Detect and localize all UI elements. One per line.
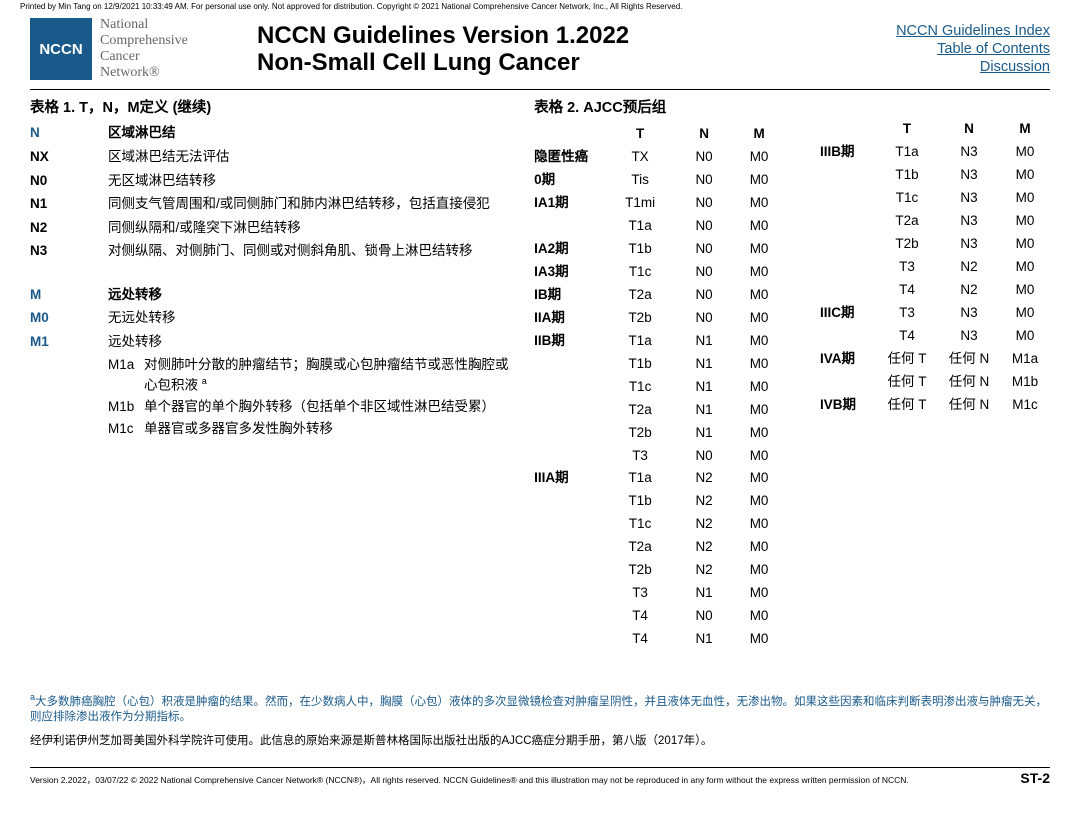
m1c-text: 单器官或多器官多发性胸外转移: [144, 419, 514, 439]
stage-row: IA3期T1cN0M0: [534, 261, 810, 284]
stage-row: T1cN3M0: [820, 187, 1050, 210]
m1a-code: M1a: [108, 355, 144, 395]
stage-row: T2bN1M0: [534, 422, 810, 445]
title-block: NCCN Guidelines Version 1.2022 Non-Small…: [245, 22, 896, 77]
logo-line3: Cancer: [100, 49, 188, 65]
header-links: NCCN Guidelines Index Table of Contents …: [896, 22, 1050, 76]
stage-row: T2aN1M0: [534, 399, 810, 422]
stage-row: T1aN0M0: [534, 215, 810, 238]
stage-row: T1cN1M0: [534, 376, 810, 399]
stage-row: T1bN3M0: [820, 164, 1050, 187]
stage-row: IIIC期T3N3M0: [820, 302, 1050, 325]
stage-row: T1bN2M0: [534, 490, 810, 513]
m-text-0: 无远处转移: [108, 308, 514, 328]
stage-row: IIIA期T1aN2M0: [534, 467, 810, 490]
top-disclaimer: Printed by Min Tang on 12/9/2021 10:33:4…: [0, 0, 1080, 13]
n-text-2: 同侧支气管周围和/或同侧肺门和肺内淋巴结转移，包括直接侵犯: [108, 194, 514, 214]
table2-right: T N M IIIB期T1aN3M0T1bN3M0T1cN3M0T2aN3M0T…: [810, 96, 1050, 651]
stage-row: 隐匿性癌TXN0M0: [534, 146, 810, 169]
bottom-bar: Version 2.2022，03/07/22 © 2022 National …: [0, 768, 1080, 792]
stage-row: T1bN1M0: [534, 353, 810, 376]
stage-row: IIA期T2bN0M0: [534, 307, 810, 330]
stage-row: T3N2M0: [820, 256, 1050, 279]
logo-text: National Comprehensive Cancer Network®: [100, 17, 188, 81]
n-text-0: 区域淋巴结无法评估: [108, 147, 514, 167]
content: 表格 1. T，N，M定义 (继续) N区域淋巴结 NX区域淋巴结无法评估 N0…: [0, 90, 1080, 651]
stage-row: T2aN2M0: [534, 536, 810, 559]
stage-row: 0期TisN0M0: [534, 169, 810, 192]
m1c-code: M1c: [108, 419, 144, 439]
stage-row: IVA期任何 T任何 NM1a: [820, 348, 1050, 371]
stage-row: T1cN2M0: [534, 513, 810, 536]
stage-row: IIIB期T1aN3M0: [820, 141, 1050, 164]
n-text-header: 区域淋巴结: [108, 123, 514, 143]
n-code-2: N1: [30, 194, 108, 214]
table2-mid: 表格 2. AJCC预后组 T N M 隐匿性癌TXN0M00期TisN0M0I…: [534, 96, 810, 651]
stage-row: T4N2M0: [820, 279, 1050, 302]
m1b-code: M1b: [108, 397, 144, 417]
stage-row: T4N0M0: [534, 605, 810, 628]
stage-row: 任何 T任何 NM1b: [820, 371, 1050, 394]
n-code-1: N0: [30, 171, 108, 191]
n-text-4: 对侧纵隔、对侧肺门、同侧或对侧斜角肌、锁骨上淋巴结转移: [108, 241, 514, 261]
title-line-1: NCCN Guidelines Version 1.2022: [257, 22, 896, 50]
m-code-0: M0: [30, 308, 108, 328]
logo-line2: Comprehensive: [100, 33, 188, 49]
m-code-header: M: [30, 285, 108, 305]
n-code-3: N2: [30, 218, 108, 238]
stage-row: T2aN3M0: [820, 210, 1050, 233]
m-code-1: M1: [30, 332, 108, 352]
stage-row: T3N1M0: [534, 582, 810, 605]
stage-row: IA1期T1miN0M0: [534, 192, 810, 215]
n-text-3: 同侧纵隔和/或隆突下淋巴结转移: [108, 218, 514, 238]
m1b-text: 单个器官的单个胸外转移（包括单个非区域性淋巴结受累）: [144, 397, 514, 417]
stage-row: T4N1M0: [534, 628, 810, 651]
stage-header-right: T N M: [820, 118, 1050, 141]
stage-row: T4N3M0: [820, 325, 1050, 348]
m1a-text: 对侧肺叶分散的肿瘤结节；胸膜或心包肿瘤结节或恶性胸腔或心包积液 a: [144, 355, 514, 395]
stage-header-mid: T N M: [534, 123, 810, 146]
link-discussion[interactable]: Discussion: [980, 59, 1050, 75]
n-code-0: NX: [30, 147, 108, 167]
logo-block: NCCN National Comprehensive Cancer Netwo…: [30, 17, 245, 81]
stage-row: IA2期T1bN0M0: [534, 238, 810, 261]
m-text-1: 远处转移: [108, 332, 514, 352]
table1-tnm-definitions: 表格 1. T，N，M定义 (继续) N区域淋巴结 NX区域淋巴结无法评估 N0…: [30, 96, 534, 651]
title-line-2: Non-Small Cell Lung Cancer: [257, 49, 896, 77]
stage-row: T2bN2M0: [534, 559, 810, 582]
n-code-4: N3: [30, 241, 108, 261]
logo-line4: Network®: [100, 65, 188, 81]
table2-title: 表格 2. AJCC预后组: [534, 96, 810, 117]
link-toc[interactable]: Table of Contents: [937, 41, 1050, 57]
m-text-header: 远处转移: [108, 285, 514, 305]
n-code-header: N: [30, 123, 108, 143]
stage-row: T2bN3M0: [820, 233, 1050, 256]
bottom-disclaimer-text: Version 2.2022，03/07/22 © 2022 National …: [30, 774, 909, 786]
page-header: NCCN National Comprehensive Cancer Netwo…: [0, 13, 1080, 89]
stage-row: IVB期任何 T任何 NM1c: [820, 394, 1050, 417]
stage-row: T3N0M0: [534, 445, 810, 468]
stage-row: IIB期T1aN1M0: [534, 330, 810, 353]
footnote-a: a大多数肺癌胸腔（心包）积液是肿瘤的结果。然而，在少数病人中，胸膜（心包）液体的…: [0, 681, 1080, 730]
footnote-license: 经伊利诺伊州芝加哥美国外科学院许可使用。此信息的原始来源是斯普林格国际出版社出版…: [0, 730, 1080, 754]
page-number: ST-2: [1020, 770, 1050, 786]
logo-line1: National: [100, 17, 188, 33]
nccn-logo-icon: NCCN: [30, 18, 92, 80]
link-guidelines-index[interactable]: NCCN Guidelines Index: [896, 23, 1050, 39]
stage-row: IB期T2aN0M0: [534, 284, 810, 307]
n-text-1: 无区域淋巴结转移: [108, 171, 514, 191]
table1-title: 表格 1. T，N，M定义 (继续): [30, 96, 514, 117]
